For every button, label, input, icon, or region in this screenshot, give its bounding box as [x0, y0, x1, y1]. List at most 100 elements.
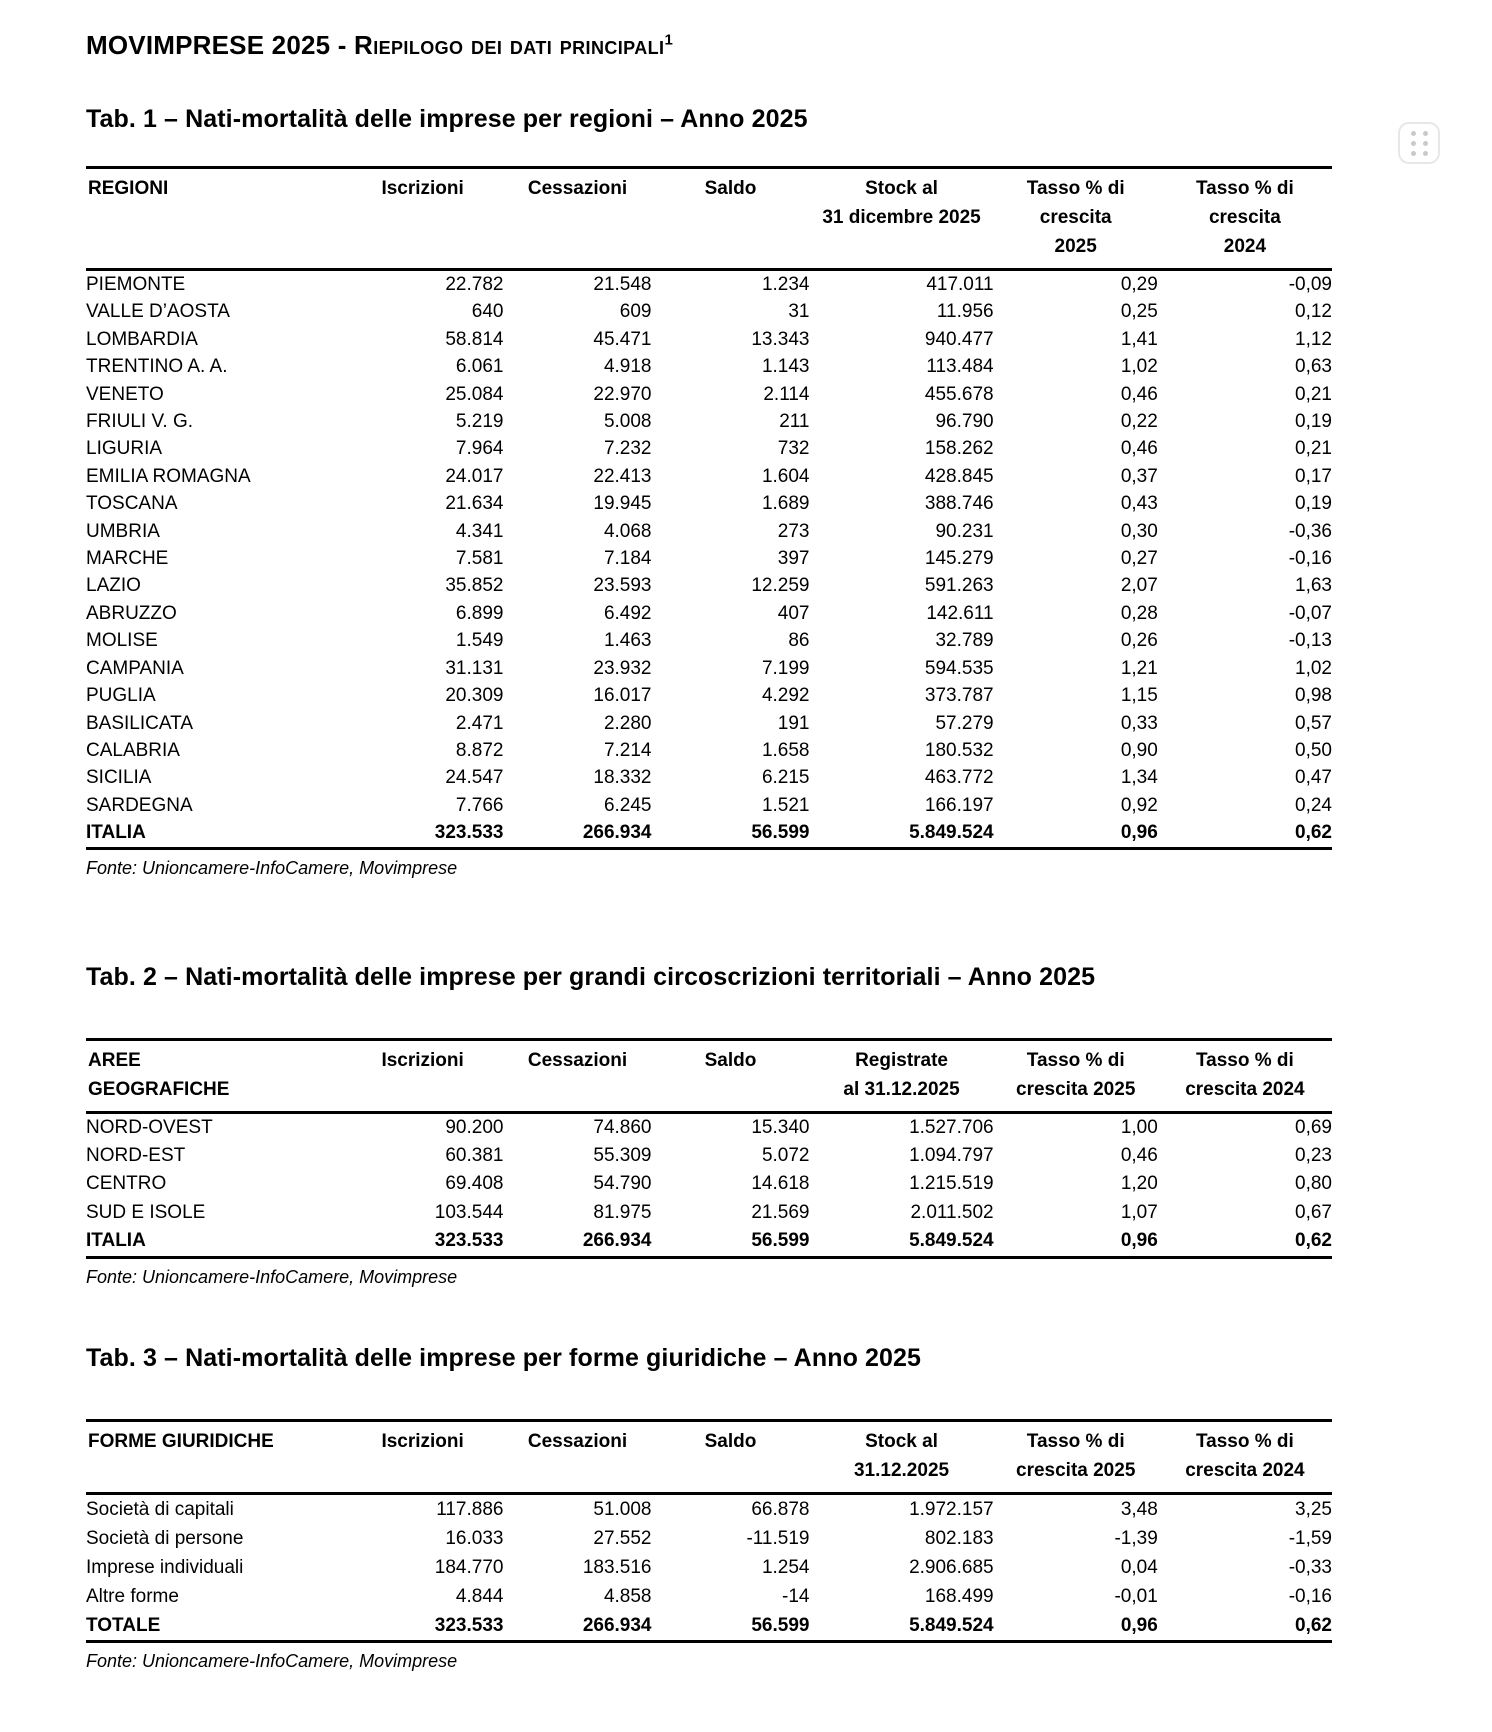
- cell-value: 3,25: [1295, 1498, 1332, 1520]
- table-row: SARDEGNA 7.766 6.245 1.521 166.197 0,92 0,24: [86, 792, 1332, 819]
- column-header: Iscrizioni: [381, 1049, 464, 1071]
- cell-value: 1.215.519: [909, 1173, 994, 1195]
- column-header: Saldo: [704, 1430, 757, 1452]
- cell-value: 1.463: [603, 630, 652, 652]
- column-header: Tasso % di crescita 2024: [1195, 178, 1294, 257]
- cell-value: 0,33: [1120, 712, 1158, 734]
- dot: [1410, 130, 1416, 136]
- cell-value: 1,07: [1120, 1201, 1158, 1223]
- section-tab2: Tab. 2 – Nati-mortalità delle imprese pe…: [86, 963, 1332, 1288]
- cell-value: 184.770: [434, 1556, 504, 1578]
- table-drag-handle-button[interactable]: [1398, 122, 1440, 164]
- cell-value: 27.552: [593, 1527, 652, 1549]
- cell-value: 1,41: [1120, 328, 1158, 350]
- cell-value: 0,21: [1295, 383, 1332, 405]
- column-header: AREE GEOGRAFICHE: [88, 1049, 230, 1100]
- cell-value: 69.408: [445, 1173, 504, 1195]
- cell-value: 802.183: [924, 1527, 994, 1549]
- cell-value: -1,39: [1114, 1527, 1158, 1549]
- table-row: LOMBARDIA 58.814 45.471 13.343 940.477 1,41 1,…: [86, 326, 1332, 353]
- cell-value: 5.219: [455, 411, 504, 433]
- cell-value: 0,19: [1295, 411, 1332, 433]
- cell-value: 266.934: [582, 1614, 652, 1636]
- cell-value: 7.214: [603, 739, 652, 761]
- table-row: CALABRIA 8.872 7.214 1.658 180.532 0,90 0,50: [86, 737, 1332, 764]
- cell-value: 0,46: [1120, 383, 1158, 405]
- cell-value: 117.886: [436, 1498, 504, 1520]
- table-row: Società di persone 16.033 27.552 -11.519 802…: [86, 1524, 1332, 1553]
- row-label: Altre forme: [86, 1585, 179, 1607]
- cell-value: 6.492: [603, 602, 652, 624]
- header-row: FORME GIURIDICHE Iscrizioni Cessazioni Sald…: [86, 1420, 1332, 1494]
- section-tab1: Tab. 1 – Nati-mortalità delle imprese pe…: [86, 105, 1332, 879]
- table-row: LIGURIA 7.964 7.232 732 158.262 0,46 0,21: [86, 435, 1332, 462]
- cell-value: 2.011.502: [910, 1201, 994, 1223]
- cell-value: 1,02: [1120, 356, 1158, 378]
- row-label: ITALIA: [86, 822, 146, 844]
- cell-value: 0,28: [1120, 602, 1158, 624]
- column-header: Registrate al 31.12.2025: [843, 1049, 960, 1100]
- column-header: Cessazioni: [527, 178, 628, 199]
- section-tab3: Tab. 3 – Nati-mortalità delle imprese pe…: [86, 1344, 1332, 1672]
- dot: [1410, 140, 1416, 146]
- cell-value: 168.499: [924, 1585, 994, 1607]
- cell-value: 0,96: [1120, 1614, 1158, 1636]
- cell-value: 20.309: [445, 685, 504, 707]
- row-label: ITALIA: [86, 1230, 146, 1252]
- table-row: FRIULI V. G. 5.219 5.008 211 96.790 0,22 0,19: [86, 408, 1332, 435]
- cell-value: 191: [777, 712, 810, 734]
- column-header: Cessazioni: [527, 1430, 628, 1452]
- column-header: Tasso % di crescita 2024: [1185, 1049, 1305, 1100]
- cell-value: -0,13: [1288, 630, 1332, 652]
- cell-value: 60.381: [445, 1144, 504, 1166]
- cell-value: 0,67: [1295, 1201, 1332, 1223]
- cell-value: 0,12: [1295, 301, 1332, 323]
- cell-value: 463.772: [924, 767, 994, 789]
- cell-value: 0,43: [1120, 493, 1158, 515]
- cell-value: 21.548: [593, 274, 652, 295]
- cell-value: 31: [788, 301, 810, 323]
- cell-value: 96.790: [935, 411, 994, 433]
- cell-value: 0,46: [1120, 1144, 1158, 1166]
- cell-value: 90.231: [935, 520, 994, 542]
- cell-value: 13.343: [751, 328, 810, 350]
- cell-value: 2.906.685: [909, 1556, 994, 1578]
- cell-value: 1,21: [1120, 657, 1158, 679]
- cell-value: 7.199: [761, 657, 810, 679]
- cell-value: 732: [777, 438, 810, 460]
- table-row: CAMPANIA 31.131 23.932 7.199 594.535 1,21 1,02: [86, 655, 1332, 682]
- cell-value: 4.341: [455, 520, 504, 542]
- cell-value: 15.340: [751, 1116, 810, 1138]
- cell-value: 1.549: [455, 630, 504, 652]
- column-header: Tasso % di crescita 2025: [1026, 178, 1125, 257]
- row-label: MOLISE: [86, 630, 158, 652]
- cell-value: 407: [777, 602, 810, 624]
- cell-value: 183.516: [582, 1556, 652, 1578]
- table-row: ABRUZZO 6.899 6.492 407 142.611 0,28 -0,07: [86, 600, 1332, 627]
- table-row: MOLISE 1.549 1.463 86 32.789 0,26 -0,13: [86, 627, 1332, 654]
- table-row: UMBRIA 4.341 4.068 273 90.231 0,30 -0,36: [86, 518, 1332, 545]
- cell-value: 8.872: [455, 739, 504, 761]
- cell-value: 16.017: [593, 685, 652, 707]
- cell-value: 56.599: [751, 822, 810, 844]
- row-label: SUD E ISOLE: [86, 1201, 206, 1223]
- row-label: Imprese individuali: [86, 1556, 244, 1578]
- column-header: Saldo: [704, 178, 757, 199]
- cell-value: 45.471: [593, 328, 652, 350]
- cell-value: 5.008: [603, 411, 652, 433]
- row-label: BASILICATA: [86, 712, 193, 734]
- cell-value: 16.033: [445, 1527, 504, 1549]
- cell-value: 1,02: [1295, 657, 1332, 679]
- cell-value: 0,90: [1120, 739, 1158, 761]
- cell-value: 57.279: [935, 712, 994, 734]
- table2-source: Fonte: Unioncamere-InfoCamere, Movimpres…: [86, 1266, 458, 1287]
- cell-value: 388.746: [924, 493, 994, 515]
- header-row: AREE GEOGRAFICHE Iscrizioni Cessazioni Saldo…: [86, 1039, 1332, 1113]
- table-row: MARCHE 7.581 7.184 397 145.279 0,27 -0,16: [86, 545, 1332, 572]
- cell-value: 323.533: [434, 1230, 504, 1252]
- cell-value: 1,20: [1120, 1173, 1158, 1195]
- dot: [1422, 150, 1428, 156]
- cell-value: 81.975: [593, 1201, 652, 1223]
- cell-value: 0,37: [1120, 465, 1158, 487]
- cell-value: 0,92: [1120, 794, 1158, 816]
